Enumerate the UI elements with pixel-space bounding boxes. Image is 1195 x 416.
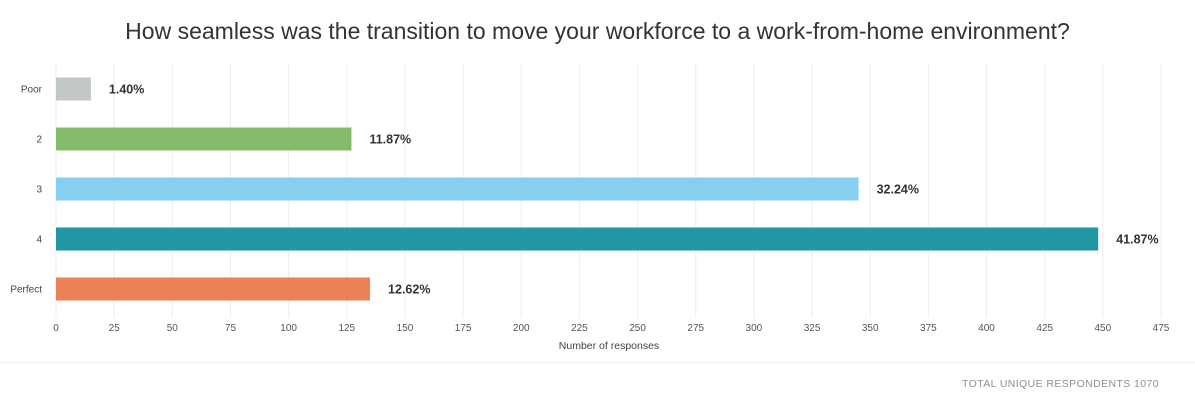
x-tick-label: 25 (109, 323, 121, 334)
bar (56, 227, 1099, 251)
x-tick-label: 175 (455, 323, 472, 334)
footer-divider (0, 362, 1195, 363)
x-tick-label: 50 (167, 323, 179, 334)
x-tick-label: 475 (1153, 323, 1170, 334)
x-tick-label: 400 (978, 323, 995, 334)
x-tick-label: 325 (804, 323, 821, 334)
x-tick-label: 0 (53, 323, 59, 334)
x-tick-label: 100 (280, 323, 297, 334)
chart-title: How seamless was the transition to move … (125, 18, 1070, 44)
x-tick-label: 425 (1036, 323, 1053, 334)
x-tick-label: 300 (746, 323, 763, 334)
bar (56, 277, 371, 301)
bar-data-label: 1.40% (109, 83, 144, 97)
x-tick-label: 250 (629, 323, 646, 334)
x-tick-label: 375 (920, 323, 937, 334)
bar (56, 127, 352, 151)
x-axis-title: Number of responses (559, 340, 659, 352)
bar-data-label: 32.24% (877, 183, 919, 197)
category-labels: Poor 2 3 4 Perfect (10, 85, 42, 296)
x-tick-label: 125 (338, 323, 355, 334)
x-tick-label: 200 (513, 323, 530, 334)
x-tick-label: 75 (225, 323, 237, 334)
category-label: Perfect (10, 285, 42, 296)
bar (56, 177, 859, 201)
category-label: Poor (21, 85, 43, 96)
x-tick-label: 225 (571, 323, 588, 334)
respondents-note: TOTAL UNIQUE RESPONDENTS 1070 (962, 378, 1159, 390)
x-tick-label: 350 (862, 323, 879, 334)
bar (56, 77, 91, 101)
bar-chart: 1.40% 11.87% 32.24% 41.87% 12.62% Poor 2 3 4 Per… (10, 64, 1170, 352)
category-label: 3 (36, 185, 42, 196)
x-tick-label: 450 (1094, 323, 1111, 334)
x-tick-label: 150 (397, 323, 414, 334)
bar-data-label: 41.87% (1116, 233, 1158, 247)
x-tick-label: 275 (687, 323, 704, 334)
bar-data-label: 11.87% (369, 133, 411, 147)
category-label: 4 (36, 235, 42, 246)
bars (56, 77, 1099, 301)
x-axis-ticks: 0 25 50 75 100 125 150 175 200 225 250 275 300 325 350… (53, 323, 1170, 334)
category-label: 2 (36, 135, 42, 146)
data-labels: 1.40% 11.87% 32.24% 41.87% 12.62% (109, 83, 1159, 297)
bar-data-label: 12.62% (388, 283, 430, 297)
